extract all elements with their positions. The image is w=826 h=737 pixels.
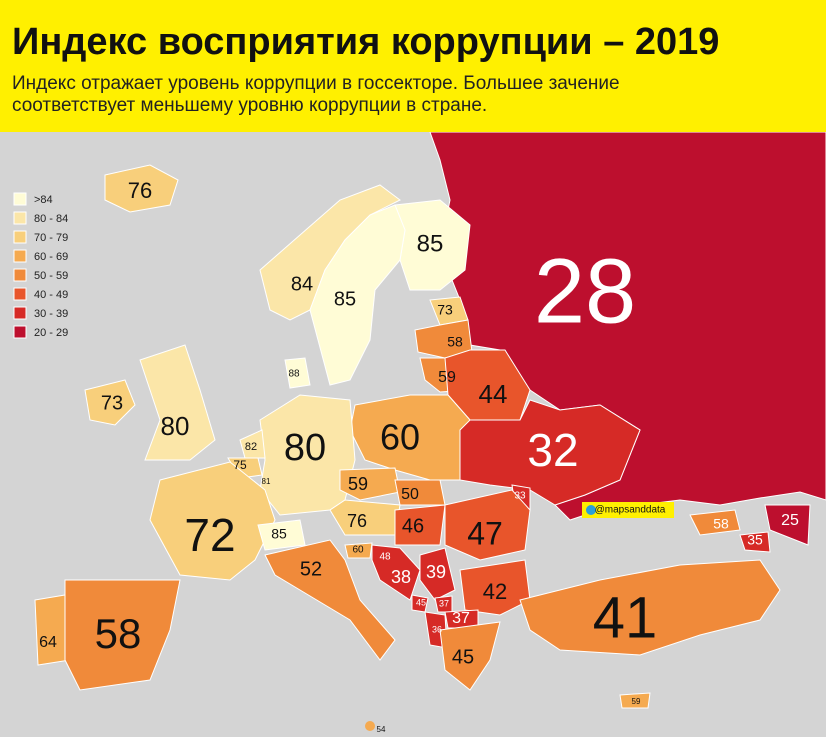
country-value: 73 — [437, 302, 453, 318]
legend-swatch — [13, 268, 27, 282]
country-value: 37 — [452, 610, 470, 627]
country-value: 36 — [432, 624, 442, 634]
country-value: 59 — [632, 697, 641, 706]
legend-label: >84 — [34, 194, 53, 206]
country-value: 59 — [438, 369, 456, 386]
country-value: 85 — [417, 230, 444, 257]
country-value: 88 — [288, 369, 300, 380]
country-value: 45 — [416, 597, 426, 607]
legend: >84 80 - 84 70 - 79 60 - 69 50 - 59 40 - 49 30… — [13, 192, 68, 339]
country-value: 44 — [479, 379, 508, 409]
land — [34, 131, 826, 731]
legend-label: 80 - 84 — [34, 213, 68, 225]
legend-swatch — [13, 192, 27, 206]
legend-swatch — [13, 230, 27, 244]
legend-label: 20 - 29 — [34, 327, 68, 339]
country-value: 85 — [271, 526, 287, 542]
legend-label: 50 - 59 — [34, 270, 68, 282]
country-value: 35 — [747, 532, 763, 548]
country-value: 37 — [439, 598, 449, 608]
country-value: 80 — [284, 427, 326, 469]
country-value: 48 — [379, 552, 391, 563]
legend-swatch — [13, 325, 27, 339]
country-value: 47 — [467, 515, 503, 551]
country-value: 58 — [447, 334, 463, 350]
country-value: 72 — [184, 509, 235, 561]
subtitle: Индекс отражает уровень коррупции в госс… — [12, 73, 620, 94]
country-value: 58 — [95, 610, 142, 657]
country-value: 60 — [380, 417, 420, 458]
legend-swatch — [13, 249, 27, 263]
country-value: 28 — [534, 240, 636, 342]
header-bar — [0, 0, 826, 132]
country-value: 33 — [514, 491, 526, 502]
country-value: 50 — [401, 486, 419, 503]
legend-label: 30 - 39 — [34, 308, 68, 320]
country-value: 75 — [233, 458, 247, 472]
legend-label: 60 - 69 — [34, 251, 68, 263]
watermark-box — [582, 502, 674, 518]
country-value: 54 — [377, 725, 386, 734]
legend-swatch — [13, 287, 27, 301]
country-value: 73 — [101, 392, 123, 414]
legend-swatch — [13, 306, 27, 320]
country-value: 39 — [426, 562, 446, 582]
labels: 76 85 28 84 85 73 58 59 88 73 80 44 60 8… — [39, 178, 799, 734]
country-value: 52 — [300, 558, 322, 580]
telegram-icon — [586, 505, 596, 515]
country-value: 80 — [161, 411, 190, 441]
country-value: 81 — [262, 477, 271, 486]
country-value: 41 — [593, 585, 658, 650]
country-value: 25 — [781, 512, 799, 529]
country-value: 76 — [128, 178, 152, 203]
legend-label: 70 - 79 — [34, 232, 68, 244]
country-value: 60 — [352, 545, 364, 556]
country-value: 82 — [245, 441, 257, 453]
country-value: 59 — [348, 474, 368, 494]
country-value: 45 — [452, 646, 474, 668]
country-value: 58 — [713, 516, 729, 532]
country-value: 64 — [39, 634, 57, 651]
watermark: @mapsanddata — [595, 505, 666, 516]
country-value: 38 — [391, 567, 411, 587]
legend-swatch — [13, 211, 27, 225]
country-value: 42 — [483, 579, 507, 604]
country-value: 84 — [291, 273, 313, 295]
country-value: 85 — [334, 288, 356, 310]
country-value: 32 — [527, 424, 578, 476]
country-value: 76 — [347, 511, 367, 531]
title: Индекс восприятия коррупции – 2019 — [12, 21, 719, 63]
subtitle: соответствует меньшему уровню коррупции … — [12, 95, 487, 116]
country-value: 46 — [402, 515, 424, 537]
legend-label: 40 - 49 — [34, 289, 68, 301]
